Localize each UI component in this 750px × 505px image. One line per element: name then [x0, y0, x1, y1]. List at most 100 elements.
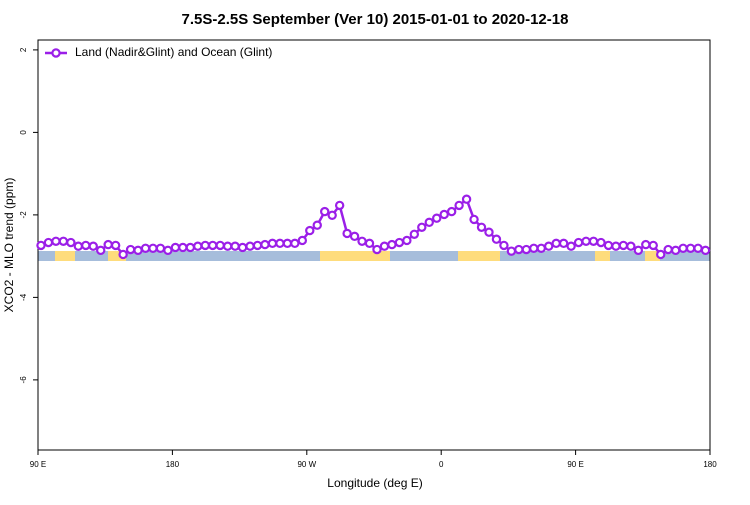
data-point	[387, 239, 397, 250]
data-point	[678, 243, 688, 253]
data-point	[626, 241, 636, 251]
legend-marker	[51, 48, 61, 58]
data-point	[402, 235, 412, 246]
data-point	[193, 241, 203, 251]
data-point	[618, 240, 629, 251]
y-tick-label: -6	[19, 376, 28, 384]
data-point	[446, 206, 457, 217]
data-point	[275, 238, 285, 249]
x-axis-label: Longitude (deg E)	[327, 476, 422, 490]
data-point	[536, 243, 546, 253]
data-point	[656, 249, 666, 260]
data-point	[118, 249, 128, 260]
data-point	[558, 238, 569, 249]
data-point	[357, 236, 367, 246]
data-point	[230, 241, 240, 251]
data-point	[499, 240, 509, 251]
data-point	[66, 237, 76, 248]
data-point	[566, 241, 576, 251]
data-point	[573, 237, 584, 248]
data-point	[163, 245, 173, 256]
data-point	[364, 238, 375, 249]
chart-title: 7.5S-2.5S September (Ver 10) 2015-01-01 …	[182, 11, 569, 28]
data-point	[551, 238, 561, 249]
data-point	[379, 241, 390, 251]
data-point	[215, 240, 225, 251]
x-tick-label: 90 E	[567, 460, 583, 469]
data-point	[297, 235, 308, 246]
y-tick-label: -4	[19, 293, 28, 301]
data-point	[506, 246, 517, 256]
data-point	[170, 242, 181, 253]
data-point	[110, 240, 121, 251]
data-point	[663, 244, 673, 255]
data-point	[334, 200, 345, 211]
data-point	[260, 239, 270, 250]
data-point	[155, 243, 166, 253]
data-point	[700, 245, 711, 256]
data-point	[439, 209, 449, 220]
data-point	[51, 236, 61, 246]
data-point	[581, 236, 591, 246]
data-point	[282, 238, 293, 249]
data-point	[148, 243, 158, 253]
legend-label: Land (Nadir&Glint) and Ocean (Glint)	[75, 45, 272, 59]
data-point	[200, 240, 210, 251]
data-point	[103, 239, 113, 250]
data-point	[484, 227, 494, 237]
data-point	[36, 240, 46, 251]
data-point	[633, 245, 644, 256]
data-point	[693, 243, 703, 253]
data-point	[140, 243, 151, 253]
data-point	[178, 242, 188, 253]
data-point	[81, 240, 91, 251]
y-tick-label: -2	[19, 211, 28, 219]
data-point	[670, 245, 681, 256]
data-point	[596, 237, 606, 248]
data-point	[133, 245, 143, 256]
y-tick-label: 0	[19, 130, 28, 135]
data-point	[514, 244, 524, 255]
data-point	[432, 213, 442, 223]
data-point	[641, 239, 651, 250]
data-point	[476, 222, 487, 232]
data-point	[521, 244, 532, 255]
data-point	[252, 240, 263, 251]
x-tick-label: 0	[439, 460, 444, 469]
data-point	[424, 217, 434, 228]
y-axis-label: XCO2 - MLO trend (ppm)	[2, 178, 16, 313]
data-point	[603, 240, 614, 251]
data-point	[529, 243, 539, 253]
data-point	[372, 244, 382, 255]
data-point	[88, 241, 98, 251]
data-point	[208, 240, 218, 251]
x-tick-label: 90 E	[30, 460, 46, 469]
data-point	[491, 234, 502, 244]
data-point	[96, 245, 106, 256]
data-point	[461, 194, 472, 204]
data-point	[611, 241, 621, 251]
data-point	[267, 238, 278, 249]
data-point	[469, 214, 479, 225]
data-point	[290, 238, 300, 249]
data-point	[73, 241, 84, 251]
data-point	[394, 237, 405, 248]
data-point	[588, 236, 599, 246]
data-point	[237, 242, 248, 253]
data-point	[648, 240, 658, 251]
data-point	[320, 206, 330, 217]
map-strip	[38, 251, 710, 261]
data-point	[454, 200, 464, 211]
data-point	[327, 210, 337, 221]
data-point	[544, 241, 554, 251]
data-point	[312, 220, 322, 230]
x-tick-label: 180	[166, 460, 180, 469]
x-tick-label: 90 W	[297, 460, 316, 469]
data-point	[409, 229, 420, 239]
data-point	[222, 241, 233, 251]
data-point	[305, 225, 315, 236]
data-point	[245, 241, 255, 251]
y-tick-label: 2	[19, 47, 28, 52]
data-point	[43, 237, 54, 248]
